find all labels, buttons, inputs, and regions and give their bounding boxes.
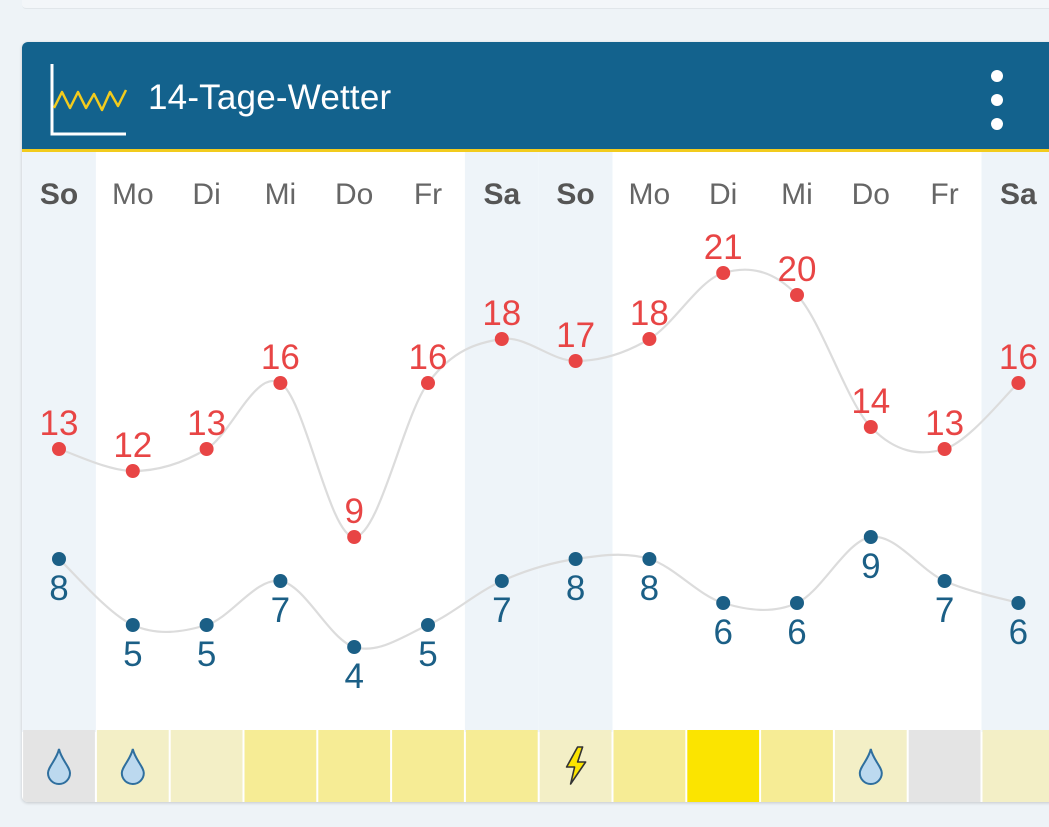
weekend-band [981,152,1049,732]
raindrop-icon [120,748,145,785]
precipitation-cell [687,730,760,802]
min-temp-label: 6 [787,613,806,652]
min-temp-point [1011,596,1026,610]
max-temp-label: 12 [113,426,152,465]
min-temp-point [494,574,509,588]
precipitation-cell [761,730,833,802]
precipitation-cell [318,730,391,802]
precipitation-cell [244,730,317,802]
raindrop-icon [46,748,72,785]
day-label: Mi [265,178,297,211]
max-temp-label: 13 [925,404,964,443]
max-temp-label: 20 [778,250,817,289]
temperature-chart: So Mo Di Mi Do Fr Sa So Mo Di Mi Do Fr Sa 13 12 13 16 9 16 1… [22,152,1049,732]
max-temp-point [494,332,509,346]
min-temp-label: 6 [713,613,732,652]
max-temp-point [421,376,435,390]
precipitation-cell [908,730,981,802]
min-temp-label: 8 [566,569,585,608]
min-temp-point [347,640,362,654]
max-temp-label: 13 [40,404,79,443]
min-temp-point [863,530,878,544]
day-label: So [40,178,78,211]
precipitation-cell [613,730,686,802]
day-label: Fr [414,178,442,211]
min-temp-point [199,618,214,632]
precipitation-cell [982,730,1049,802]
day-label: Do [335,178,373,211]
raindrop-icon [858,748,883,785]
precipitation-row [22,730,1049,802]
day-label: Sa [1000,178,1037,211]
min-temp-label: 8 [640,569,659,608]
temperature-chart-icon [50,64,128,136]
card-header: 14-Tage-Wetter [22,42,1049,152]
min-temp-point [642,552,657,566]
more-vertical-icon[interactable] [982,68,1012,132]
min-temp-label: 5 [197,635,216,674]
max-temp-label: 9 [344,492,363,531]
max-temp-label: 18 [630,294,669,333]
max-temp-point [125,464,140,478]
max-temp-label: 16 [261,338,300,377]
widget-title: 14-Tage-Wetter [148,78,392,117]
day-label: Sa [483,178,520,211]
day-label: Do [852,178,890,211]
max-temp-point [937,442,952,456]
day-label: Fr [930,178,958,211]
min-temp-point [568,552,583,566]
precipitation-cell [465,730,538,802]
min-temp-point [937,574,952,588]
lightning-icon [565,746,587,785]
max-temp-label: 13 [187,404,226,443]
max-temp-point [52,442,66,456]
day-label: Di [192,178,220,211]
max-temp-point [863,420,878,434]
min-temp-point [52,552,66,566]
max-temp-point [642,332,657,346]
min-temp-point [790,596,804,610]
precipitation-cell [392,730,464,802]
max-temp-point [273,376,288,390]
min-temp-label: 8 [49,569,68,608]
max-temp-line [58,268,1020,539]
min-temp-label: 7 [271,591,290,630]
max-temp-label: 18 [482,294,521,333]
min-temp-label: 5 [123,635,142,674]
day-label: So [556,178,594,211]
day-label: Di [709,178,737,211]
day-label: Mo [629,178,671,211]
max-temp-point [790,288,804,302]
min-temp-label: 6 [1009,613,1028,652]
min-temp-label: 7 [492,591,511,630]
previous-card-edge [22,0,1049,9]
min-temp-point [273,574,288,588]
precipitation-cell [170,730,243,802]
min-temp-point [421,618,435,632]
max-temp-point [1011,376,1026,390]
day-label: Mo [112,178,154,211]
day-label: Mi [781,178,813,211]
max-temp-point [199,442,214,456]
max-temp-point [716,266,731,280]
min-temp-label: 7 [935,591,954,630]
min-temp-label: 9 [861,547,880,586]
min-temp-label: 4 [344,657,363,696]
max-temp-label: 14 [851,382,890,421]
weekend-band [538,152,613,732]
min-temp-label: 5 [418,635,437,674]
max-temp-point [568,354,583,368]
max-temp-label: 17 [556,316,595,355]
max-temp-point [347,530,362,544]
weekend-band [464,152,539,732]
min-temp-point [125,618,140,632]
max-temp-label: 16 [999,338,1038,377]
max-temp-label: 21 [704,228,743,267]
min-temp-point [716,596,731,610]
forecast-card: 14-Tage-Wetter So Mo Di Mi Do Fr Sa So Mo Di Mi Do F… [22,42,1049,802]
max-temp-label: 16 [409,338,448,377]
